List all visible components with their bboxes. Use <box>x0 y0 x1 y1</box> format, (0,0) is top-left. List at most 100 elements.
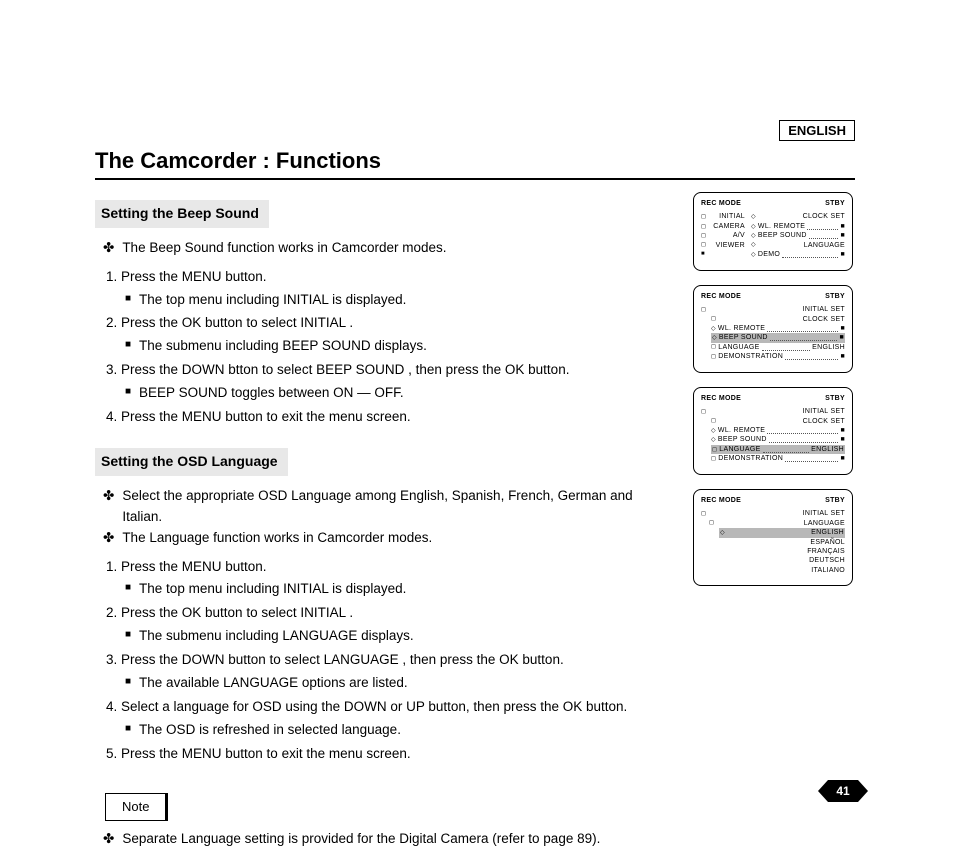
menu-val: ■ <box>840 454 845 463</box>
camera-screen-4: REC MODE STBY ◻INITIAL SET ◻LANGUAGE ◇EN… <box>693 489 853 587</box>
lang-opt: FRANÇAIS <box>807 547 845 556</box>
diamond-icon: ◇ <box>720 529 725 537</box>
menu-icon: ■ <box>701 250 705 258</box>
menu-left: CAMERA <box>713 222 745 231</box>
menu-icon: ◻ <box>712 446 717 454</box>
page-number: 41 <box>828 780 858 802</box>
step-text: Select a language for OSD using the DOWN… <box>121 699 627 714</box>
step-item: Press the MENU button. ■The top menu inc… <box>121 557 665 601</box>
menu-val: ■ <box>840 352 845 361</box>
step-item: Select a language for OSD using the DOWN… <box>121 697 665 741</box>
camera-screen-2: REC MODE STBY ◻ INITIAL SET ◻ CLOCK SET ◇W… <box>693 285 853 373</box>
step-text: Press the MENU button. <box>121 269 267 284</box>
step-text: Press the MENU button to exit the menu s… <box>121 409 411 424</box>
menu-icon: ◻ <box>701 510 706 518</box>
menu-label: LANGUAGE <box>719 445 760 454</box>
triangle-right-icon <box>858 780 868 802</box>
menu-right: LANGUAGE <box>804 241 845 250</box>
step-sub: The top menu including INITIAL is displa… <box>139 290 406 311</box>
menu-right: DEMO <box>758 250 780 259</box>
step-sub: The OSD is refreshed in selected languag… <box>139 720 401 741</box>
diamond-icon: ◇ <box>751 251 756 259</box>
square-icon: ■ <box>125 336 131 354</box>
menu-top: INITIAL SET <box>803 305 845 314</box>
diamond-icon: ◇ <box>711 427 716 435</box>
note-label: Note <box>105 793 168 821</box>
menu-icon: ◻ <box>709 519 714 527</box>
four-diamond-icon: ✤ <box>103 238 114 259</box>
diamond-icon: ◇ <box>751 241 756 249</box>
camera-screen-3: REC MODE STBY ◻INITIAL SET ◻CLOCK SET ◇W… <box>693 387 853 475</box>
menu-icon: ◻ <box>711 417 716 425</box>
square-icon: ■ <box>125 383 131 401</box>
menu-left: VIEWER <box>716 241 745 250</box>
step-text: Press the OK button to select INITIAL . <box>121 315 353 330</box>
menu-left: A/V <box>733 231 745 240</box>
menu-right: WL. REMOTE <box>758 222 805 231</box>
menu-val: ■ <box>840 426 845 435</box>
screen-mode: REC MODE <box>701 496 741 505</box>
step-item: Press the OK button to select INITIAL . … <box>121 603 665 647</box>
menu-icon: ◻ <box>701 223 706 231</box>
camera-screen-1: REC MODE STBY ◻INITIAL ◻CAMERA ◻A/V ◻VIE… <box>693 192 853 271</box>
screen-mode: REC MODE <box>701 199 741 208</box>
menu-val: ■ <box>840 435 845 444</box>
screens-column: REC MODE STBY ◻ INITIAL ◻ CAMERA ◻ A/V ◻ VIE… <box>693 192 853 600</box>
menu-label: WL. REMOTE <box>718 324 765 333</box>
step-text: Press the OK button to select INITIAL . <box>121 605 353 620</box>
square-icon: ■ <box>125 579 131 597</box>
menu-val-icon: ■ <box>840 222 845 231</box>
menu-right: CLOCK SET <box>803 212 845 221</box>
screen-status: STBY <box>825 496 845 505</box>
intro-bullet: ✤ The Beep Sound function works in Camco… <box>103 238 665 259</box>
menu-label: LANGUAGE <box>718 343 759 352</box>
screen-status: STBY <box>825 292 845 301</box>
square-icon: ■ <box>125 673 131 691</box>
four-diamond-icon: ✤ <box>103 528 114 549</box>
triangle-left-icon <box>818 780 828 802</box>
menu-label: DEMONSTRATION <box>718 454 783 463</box>
step-sub: BEEP SOUND toggles between ON — OFF. <box>139 383 404 404</box>
menu-top: INITIAL SET <box>803 407 845 416</box>
step-item: Press the DOWN btton to select BEEP SOUN… <box>121 360 665 404</box>
lang-opt: DEUTSCH <box>809 556 845 565</box>
content-column: Setting the Beep Sound ✤ The Beep Sound … <box>95 192 665 850</box>
four-diamond-icon: ✤ <box>103 486 114 507</box>
steps-list-1: Press the MENU button. ■ The top menu inc… <box>95 267 665 428</box>
lang-opt: ITALIANO <box>811 566 845 575</box>
menu-right: BEEP SOUND <box>758 231 807 240</box>
menu-label: DEMONSTRATION <box>718 352 783 361</box>
section-heading-beep: Setting the Beep Sound <box>95 200 269 228</box>
menu-label: CLOCK SET <box>803 315 845 324</box>
diamond-icon: ◇ <box>751 213 756 221</box>
step-item: Press the MENU button to exit the menu s… <box>121 744 665 765</box>
menu-icon: ◻ <box>711 343 716 351</box>
page-number-badge: 41 <box>828 780 858 802</box>
menu-icon: ◻ <box>711 455 716 463</box>
four-diamond-icon: ✤ <box>103 829 114 850</box>
screen-status: STBY <box>825 394 845 403</box>
screen-mode: REC MODE <box>701 292 741 301</box>
menu-val-icon: ■ <box>840 250 845 259</box>
menu-label: BEEP SOUND <box>718 435 767 444</box>
diamond-icon: ◇ <box>751 223 756 231</box>
menu-sub: LANGUAGE <box>804 519 845 528</box>
diamond-icon: ◇ <box>751 232 756 240</box>
intro-text: The Language function works in Camcorder… <box>122 528 432 549</box>
section-heading-osd: Setting the OSD Language <box>95 448 288 476</box>
menu-icon: ◻ <box>701 241 706 249</box>
step-sub: The available LANGUAGE options are liste… <box>139 673 408 694</box>
intro-bullet: ✤ Select the appropriate OSD Language am… <box>103 486 665 528</box>
menu-icon: ◻ <box>701 232 706 240</box>
menu-val: ENGLISH <box>811 445 844 454</box>
diamond-icon: ◇ <box>711 325 716 333</box>
lang-opt: ENGLISH <box>811 528 844 537</box>
steps-list-2: Press the MENU button. ■The top menu inc… <box>95 557 665 765</box>
menu-left: INITIAL <box>719 212 745 221</box>
menu-icon: ◻ <box>701 306 706 314</box>
menu-icon: ◻ <box>701 408 706 416</box>
square-icon: ■ <box>125 290 131 308</box>
step-sub: The submenu including LANGUAGE displays. <box>139 626 414 647</box>
step-item: Press the MENU button. ■ The top menu inc… <box>121 267 665 311</box>
menu-val-icon: ■ <box>840 231 845 240</box>
